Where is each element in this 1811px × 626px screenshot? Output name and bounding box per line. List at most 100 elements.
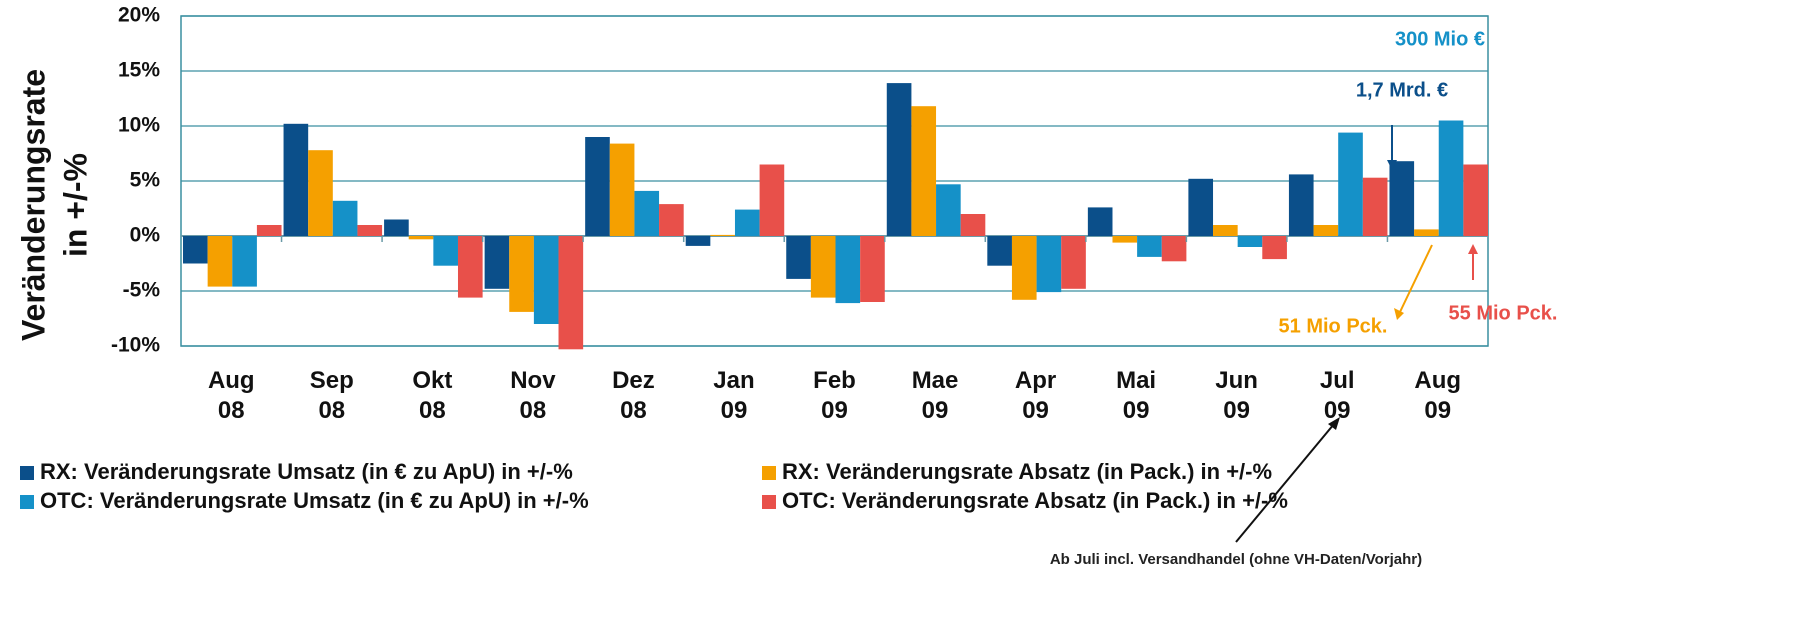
bar bbox=[408, 236, 434, 240]
x-tick-label: Jan 09 bbox=[713, 367, 755, 424]
x-tick-label: Aug 08 bbox=[207, 367, 255, 424]
arrows bbox=[1235, 125, 1478, 543]
bar bbox=[886, 83, 912, 236]
x-tick-label: Sep 08 bbox=[309, 367, 354, 424]
bar bbox=[1188, 178, 1214, 236]
x-tick-label-box: Aug 09 bbox=[1414, 367, 1462, 424]
arrow-head bbox=[1328, 417, 1340, 430]
legend-swatch bbox=[20, 495, 34, 509]
x-tick-label-box: Mae 09 bbox=[911, 367, 959, 424]
annotation: 51 Mio Pck. bbox=[1279, 315, 1388, 337]
bar bbox=[860, 236, 885, 302]
annotation: Ab Juli incl. Versandhandel (ohne VH-Dat… bbox=[1050, 551, 1422, 568]
legend-label: OTC: Veränderungsrate Absatz (in Pack.) … bbox=[782, 488, 1288, 513]
x-tick-label-box: Sep 08 bbox=[309, 367, 354, 424]
bar bbox=[1389, 161, 1415, 236]
bar bbox=[1011, 236, 1037, 300]
bar bbox=[759, 164, 785, 236]
bar bbox=[1463, 164, 1488, 236]
bar bbox=[1313, 225, 1339, 236]
x-tick-label-box: Jul 09 bbox=[1319, 367, 1355, 424]
bar bbox=[659, 204, 684, 236]
bar bbox=[835, 236, 861, 304]
bar bbox=[1362, 177, 1388, 236]
x-tick-label: Nov 08 bbox=[510, 367, 556, 424]
x-tick-label-box: Mai 09 bbox=[1116, 367, 1157, 424]
bar bbox=[484, 236, 510, 289]
y-tick-label: 5% bbox=[130, 169, 161, 192]
x-tick-label: Aug 09 bbox=[1414, 367, 1462, 424]
y-tick-label: 0% bbox=[130, 224, 161, 247]
bar bbox=[734, 209, 760, 236]
arrow bbox=[1235, 423, 1335, 543]
y-tick-label: 15% bbox=[118, 59, 160, 82]
arrow-head bbox=[1394, 308, 1404, 320]
x-tick-label: Mae 09 bbox=[911, 367, 959, 424]
x-tick-label-box: Apr 09 bbox=[1014, 367, 1057, 424]
legend-label: RX: Veränderungsrate Umsatz (in € zu ApU… bbox=[40, 459, 573, 484]
bar bbox=[1112, 236, 1138, 243]
y-tick-label: 10% bbox=[118, 114, 160, 137]
y-axis-label: in +/-% bbox=[57, 153, 93, 257]
x-tick-label: Feb 09 bbox=[813, 367, 856, 424]
y-tick-label: -10% bbox=[111, 334, 160, 357]
bar bbox=[1036, 236, 1062, 293]
bar bbox=[509, 236, 534, 312]
bar bbox=[987, 236, 1012, 266]
x-tick-label-box: Jan 09 bbox=[713, 367, 755, 424]
bar bbox=[207, 236, 233, 287]
bar bbox=[183, 236, 208, 264]
bar bbox=[685, 236, 711, 246]
x-tick-label-box: Okt 08 bbox=[412, 367, 453, 424]
x-tick-label: Mai 09 bbox=[1116, 367, 1157, 424]
bar bbox=[1161, 236, 1187, 262]
bar bbox=[232, 236, 257, 287]
y-axis-label: Veränderungsrate bbox=[15, 69, 51, 341]
bar bbox=[710, 234, 735, 236]
bar bbox=[609, 143, 635, 236]
bar bbox=[1137, 236, 1162, 257]
bar bbox=[1338, 132, 1363, 236]
bar bbox=[256, 225, 282, 236]
bar bbox=[1213, 225, 1238, 236]
bar bbox=[1438, 120, 1464, 236]
bar bbox=[308, 150, 333, 236]
bar bbox=[384, 219, 409, 236]
y-tick-label: -5% bbox=[123, 279, 161, 302]
legend-swatch bbox=[762, 495, 776, 509]
bar bbox=[1414, 229, 1439, 236]
x-tick-label-box: Jun 09 bbox=[1215, 367, 1258, 424]
legend-label: RX: Veränderungsrate Absatz (in Pack.) i… bbox=[782, 459, 1272, 484]
annotation: 55 Mio Pck. bbox=[1449, 302, 1558, 324]
x-tick-label: Apr 09 bbox=[1014, 367, 1057, 424]
arrow bbox=[1399, 244, 1433, 313]
bar bbox=[810, 236, 836, 298]
bar bbox=[786, 236, 811, 279]
bar bbox=[1087, 207, 1113, 236]
bar bbox=[533, 236, 559, 324]
x-tick-label-box: Aug 08 bbox=[207, 367, 255, 424]
x-tick-label: Dez 08 bbox=[612, 367, 655, 424]
x-tick-label: Okt 08 bbox=[412, 367, 453, 424]
bar bbox=[558, 236, 584, 350]
y-tick-label: 20% bbox=[118, 4, 160, 27]
bar bbox=[1061, 236, 1086, 289]
bar bbox=[1288, 174, 1314, 236]
x-tick-label: Jun 09 bbox=[1215, 367, 1258, 424]
bar bbox=[1237, 236, 1263, 247]
x-tick-label-box: Dez 08 bbox=[612, 367, 655, 424]
x-tick-label-box: Nov 08 bbox=[510, 367, 556, 424]
x-tick-label-box: Feb 09 bbox=[813, 367, 856, 424]
arrow-head bbox=[1387, 160, 1397, 170]
legend-swatch bbox=[762, 466, 776, 480]
bar bbox=[634, 190, 660, 236]
bar bbox=[936, 184, 961, 236]
bar bbox=[960, 214, 986, 236]
bar bbox=[585, 137, 610, 236]
bar bbox=[433, 236, 458, 266]
legend-label: OTC: Veränderungsrate Umsatz (in € zu Ap… bbox=[40, 488, 589, 513]
x-tick-label: Jul 09 bbox=[1319, 367, 1355, 424]
bar bbox=[1262, 236, 1287, 260]
legend-swatch bbox=[20, 466, 34, 480]
